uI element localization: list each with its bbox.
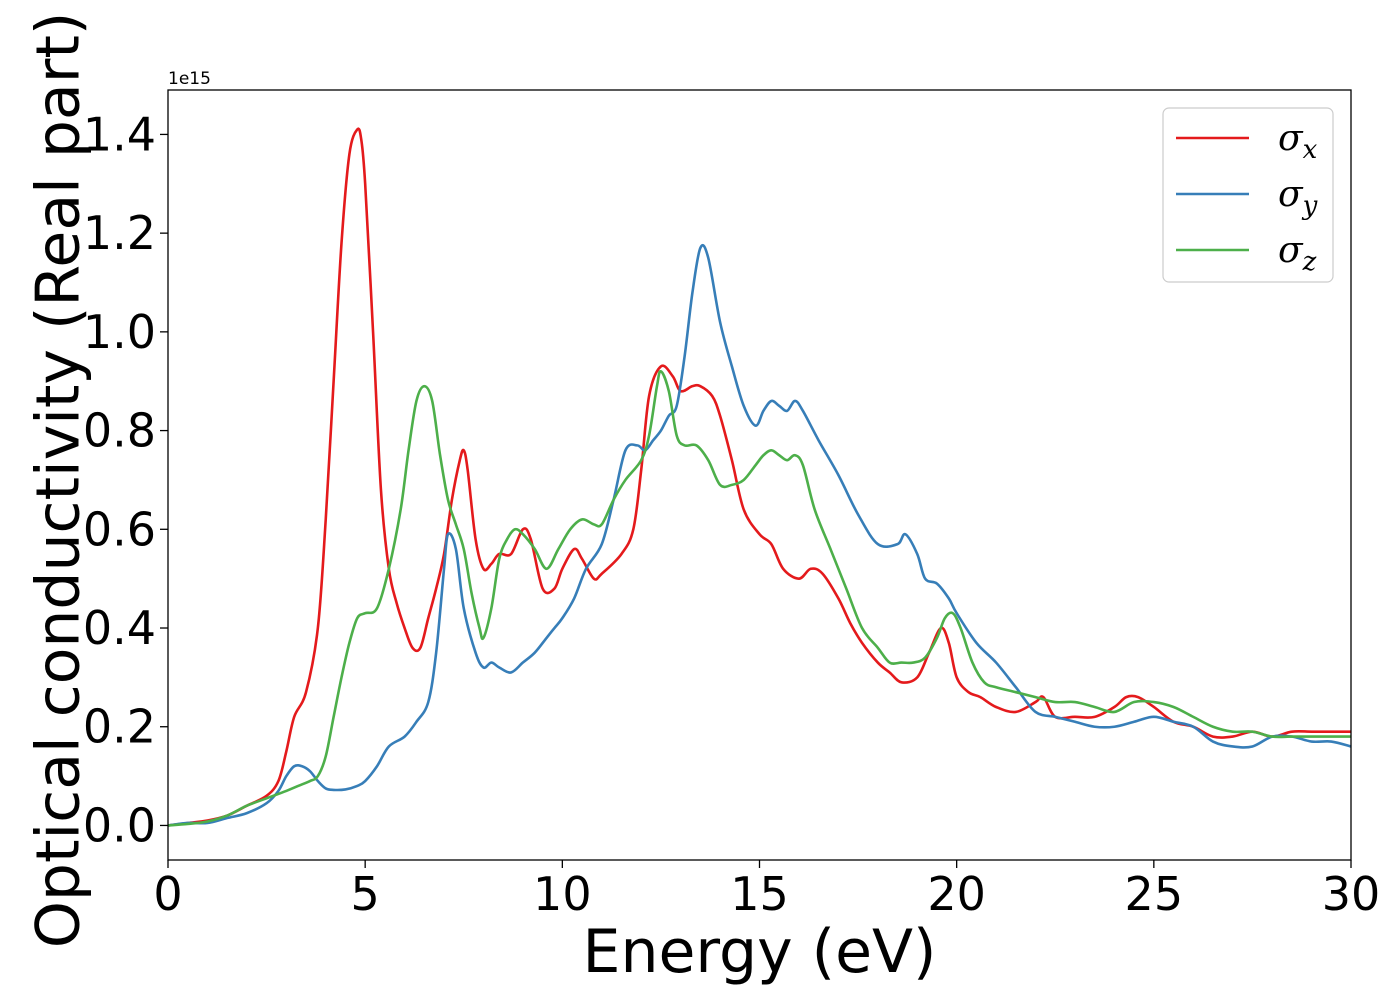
x-tick-label: 15: [730, 867, 789, 921]
x-tick-label: 0: [153, 867, 182, 921]
y-axis-label: Optical conductivity (Real part): [24, 12, 94, 949]
y-tick-label: 0.8: [83, 404, 156, 458]
x-axis-label: Energy (eV): [583, 917, 937, 987]
y-tick-label: 1.2: [83, 206, 156, 260]
x-axis: 0 5 10 15 20 25 30: [153, 860, 1380, 921]
y-offset-label: 1e15: [168, 69, 211, 89]
x-tick-label: 10: [533, 867, 592, 921]
x-tick-label: 20: [927, 867, 986, 921]
y-axis: 0.0 0.2 0.4 0.6 0.8 1.0 1.2 1.4: [83, 107, 168, 852]
plot-lines: [168, 127, 1351, 827]
y-tick-label: 1.4: [83, 107, 156, 161]
y-tick-label: 0.4: [83, 601, 156, 655]
y-tick-label: 1.0: [83, 305, 156, 359]
series-line-sigma-z: [168, 370, 1351, 827]
y-tick-label: 0.6: [83, 502, 156, 556]
y-tick-label: 0.0: [83, 798, 156, 852]
x-tick-label: 5: [351, 867, 380, 921]
y-tick-label: 0.2: [83, 700, 156, 754]
x-tick-label: 25: [1125, 867, 1184, 921]
series-line-sigma-y: [168, 243, 1351, 827]
x-tick-label: 30: [1322, 867, 1381, 921]
